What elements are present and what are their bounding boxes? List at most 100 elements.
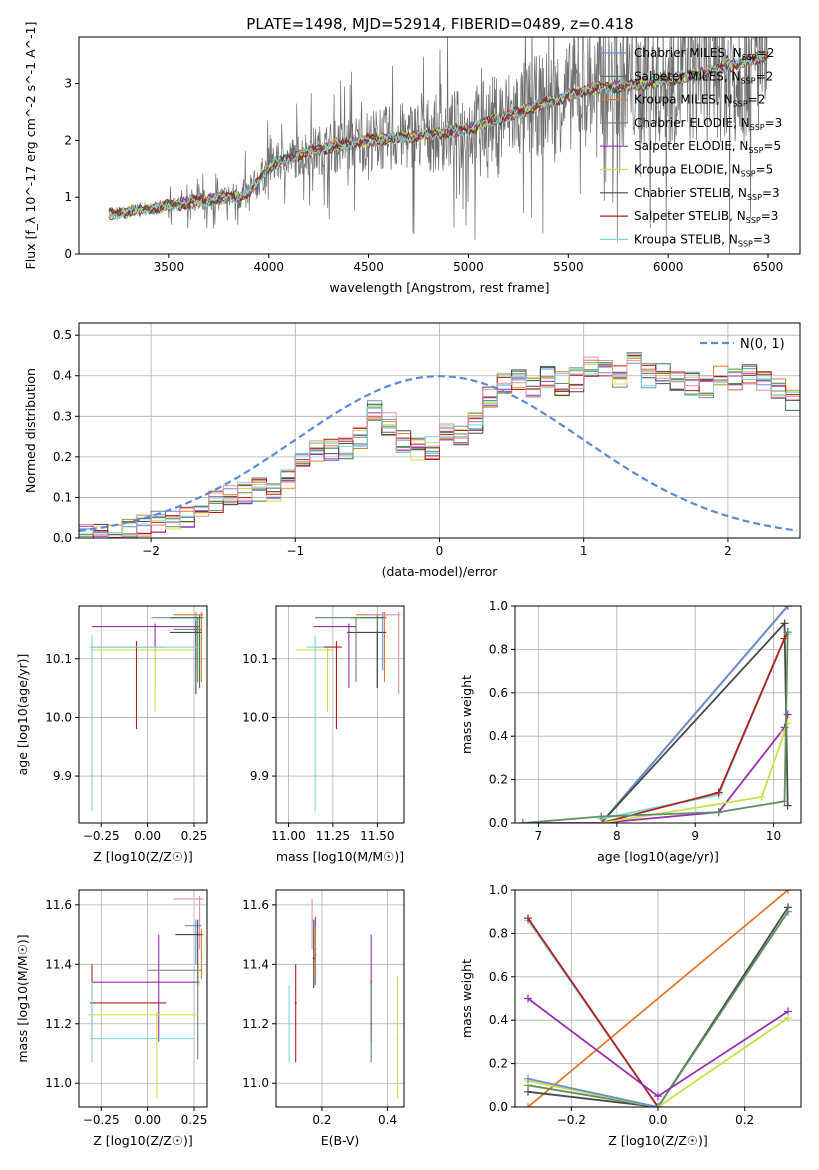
y-tick-label: 10.0 bbox=[242, 710, 269, 724]
y-tick-label: 0.3 bbox=[53, 409, 72, 423]
y-axis-label: Flux [f_λ 10^-17 erg cm^-2 s^-1 A^-1] bbox=[23, 22, 38, 270]
x-axis-label: Z [log10(Z/Z☉)] bbox=[608, 1133, 708, 1148]
legend-suffix: =2 bbox=[756, 69, 774, 83]
data-point bbox=[376, 616, 379, 619]
axes-frame bbox=[78, 889, 208, 1108]
y-tick-label: 0.0 bbox=[489, 1100, 508, 1114]
y-tick-label: 10.0 bbox=[45, 710, 72, 724]
x-tick-label: 0.2 bbox=[735, 1113, 754, 1127]
x-axis-label: mass [log10(M/M☉)] bbox=[276, 849, 404, 864]
weight-marker bbox=[654, 1092, 662, 1101]
weight-marker bbox=[784, 890, 792, 894]
x-tick-label: 11.50 bbox=[360, 829, 394, 843]
legend-label: Chabrier STELIB, NSSP=3 bbox=[634, 186, 780, 202]
legend-suffix: =2 bbox=[757, 46, 775, 60]
y-axis-label: mass weight bbox=[459, 675, 474, 754]
y-axis-label: mass weight bbox=[459, 959, 474, 1038]
legend-label: Kroupa STELIB, NSSP=3 bbox=[634, 232, 771, 248]
legend-sub: SSP bbox=[742, 53, 757, 62]
x-tick-label: 3500 bbox=[154, 260, 185, 274]
weight-marker bbox=[714, 808, 723, 817]
x-axis-label: Z [log10(Z/Z☉)] bbox=[93, 849, 193, 864]
axes-frame bbox=[275, 889, 405, 1108]
panel-residuals: −2 −1 0 1 2 0.0 0.1 0.2 0.3 0.4 0.5 (data-model)/er… bbox=[23, 322, 801, 579]
weight-marker bbox=[783, 628, 792, 637]
y-tick-label: 11.4 bbox=[45, 957, 72, 971]
weight-line bbox=[601, 722, 789, 823]
weight-line bbox=[527, 1077, 659, 1107]
weight-marker bbox=[780, 797, 789, 806]
y-tick-label: 10.1 bbox=[45, 652, 72, 666]
data-point bbox=[370, 1022, 373, 1025]
x-tick-label: 10 bbox=[766, 829, 781, 843]
y-tick-label: 11.0 bbox=[242, 1076, 269, 1090]
legend-sub: SSP bbox=[741, 170, 756, 179]
data-point bbox=[154, 648, 157, 651]
data-point bbox=[194, 924, 197, 927]
x-tick-label: 8 bbox=[613, 829, 621, 843]
y-tick-label: 9.9 bbox=[53, 769, 72, 783]
panel-weight_vs_Z: −0.2 0.0 0.2 0.0 0.2 0.4 0.6 0.8 1.0 Z [log10(Z/Z… bbox=[459, 883, 802, 1148]
x-tick-label: 0.00 bbox=[134, 829, 161, 843]
weight-marker bbox=[524, 1103, 532, 1107]
y-axis-label: mass [log10(M/M☉)] bbox=[15, 934, 30, 1062]
data-point bbox=[376, 631, 379, 634]
y-tick-label: 0.2 bbox=[489, 1057, 508, 1071]
weight-marker bbox=[783, 710, 792, 719]
observed-spectrum bbox=[108, 37, 768, 254]
x-tick-label: 9 bbox=[691, 829, 699, 843]
x-tick-label: −0.25 bbox=[83, 1113, 120, 1127]
x-tick-label: 1 bbox=[580, 544, 588, 558]
legend-sub: SSP bbox=[738, 239, 753, 248]
weight-marker bbox=[783, 801, 792, 810]
data-point bbox=[355, 616, 357, 619]
y-tick-label: 0.2 bbox=[489, 773, 508, 787]
gaussian-curve bbox=[79, 375, 798, 532]
weight-marker bbox=[524, 1074, 532, 1083]
y-tick-label: 0.5 bbox=[53, 328, 72, 342]
weight-marker bbox=[524, 994, 532, 1003]
panel-weight_vs_age: 7 8 9 10 0.0 0.2 0.4 0.6 0.8 1.0 age [log10(age/yr… bbox=[459, 599, 802, 864]
plot-area-mass_vs_EBV bbox=[288, 898, 399, 1099]
data-point bbox=[397, 613, 400, 616]
panel-mass_vs_Z: −0.25 0.00 0.25 11.0 11.2 11.4 11.6 Z [log10(Z/… bbox=[15, 889, 208, 1148]
panel-spectrum: 3500 4000 4500 5000 5500 6000 6500 0 1 2 3 waveleng… bbox=[23, 22, 801, 295]
weight-marker bbox=[524, 914, 532, 923]
x-tick-label: 0.00 bbox=[134, 1113, 161, 1127]
data-point bbox=[155, 1013, 158, 1016]
data-point bbox=[90, 646, 93, 649]
data-point bbox=[396, 1037, 399, 1040]
data-point bbox=[196, 969, 199, 972]
data-point bbox=[288, 1022, 291, 1025]
data-point bbox=[314, 954, 317, 957]
figure-title: PLATE=1498, MJD=52914, FIBERID=0489, z=0… bbox=[246, 15, 633, 33]
y-tick-label: 9.9 bbox=[250, 769, 269, 783]
weight-line bbox=[527, 1017, 789, 1107]
data-point bbox=[196, 628, 199, 631]
plot-area-mass_vs_Z bbox=[88, 895, 204, 1099]
histogram-step bbox=[79, 362, 800, 538]
data-point bbox=[311, 918, 314, 921]
y-tick-label: 11.6 bbox=[242, 898, 269, 912]
x-tick-label: 4500 bbox=[353, 260, 384, 274]
x-tick-label: 11.00 bbox=[271, 829, 305, 843]
weight-line bbox=[600, 631, 789, 823]
y-tick-label: 2 bbox=[64, 133, 72, 147]
axes-frame bbox=[78, 605, 208, 824]
data-point bbox=[194, 631, 197, 634]
legend-sub: SSP bbox=[747, 193, 762, 202]
y-tick-label: 11.0 bbox=[45, 1076, 72, 1090]
x-tick-label: −0.25 bbox=[83, 829, 120, 843]
panel-age_vs_mass: 11.00 11.25 11.50 9.9 10.0 10.1 mass [log10(M/… bbox=[242, 605, 405, 864]
axes-frame bbox=[275, 605, 405, 824]
y-tick-label: 11.6 bbox=[45, 898, 72, 912]
plot-area-age_vs_mass bbox=[295, 611, 401, 812]
data-point bbox=[157, 981, 160, 984]
data-point bbox=[335, 646, 338, 649]
legend-label: Chabrier MILES, NSSP=2 bbox=[634, 46, 774, 62]
weight-line bbox=[527, 906, 789, 1107]
weight-marker bbox=[714, 788, 723, 797]
legend-sub: SSP bbox=[750, 123, 765, 132]
data-point bbox=[154, 625, 157, 628]
y-tick-label: 0 bbox=[64, 247, 72, 261]
